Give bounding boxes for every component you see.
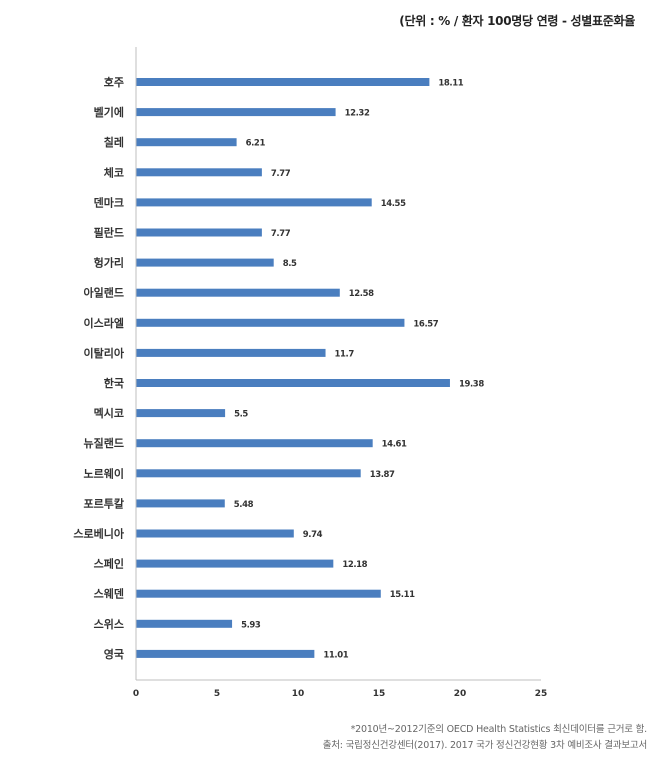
value-label: 14.55 [381, 199, 406, 209]
bar [136, 409, 226, 418]
category-label: 스웨덴 [94, 587, 124, 601]
category-label: 뉴질랜드 [84, 436, 124, 450]
bar [136, 439, 373, 448]
footnote-source: 출처: 국립정신건강센터(2017). 2017 국가 정신건강현황 3차 예비… [322, 740, 647, 751]
value-label: 12.58 [349, 289, 374, 299]
category-label: 아일랜드 [84, 286, 124, 300]
category-label: 스페인 [94, 557, 124, 571]
bar [136, 469, 361, 478]
category-label: 스로베니아 [73, 527, 124, 541]
bar [136, 258, 274, 267]
category-labels: 호주벨기에칠레체코덴마크필란드헝가리아일랜드이스라엘이탈리아한국멕시코뉴질랜드노… [73, 75, 124, 661]
bar [136, 559, 334, 568]
category-label: 스위스 [94, 618, 124, 631]
value-label: 13.87 [370, 470, 395, 480]
bar [136, 168, 262, 177]
category-label: 이탈리아 [84, 346, 125, 360]
value-label: 8.5 [283, 259, 297, 269]
bar [136, 649, 315, 658]
category-label: 노르웨이 [84, 466, 124, 480]
value-label: 5.93 [241, 620, 261, 630]
value-label: 12.32 [345, 109, 370, 119]
bar [136, 198, 372, 207]
value-label: 9.74 [303, 530, 323, 540]
bar [136, 529, 294, 538]
x-tick-label: 5 [214, 689, 220, 699]
bar [136, 228, 262, 237]
bar [136, 348, 326, 357]
category-label: 호주 [104, 75, 124, 89]
value-label: 16.57 [413, 319, 438, 329]
x-tick-label: 15 [373, 689, 386, 699]
x-tick-label: 20 [454, 689, 467, 699]
value-label: 5.48 [234, 500, 254, 510]
bar [136, 138, 237, 147]
category-label: 칠레 [104, 135, 124, 149]
value-label: 11.01 [323, 650, 348, 660]
value-label: 7.77 [271, 229, 291, 239]
unit-note: (단위 : % / 환자 100명당 연령 - 성별표준화율 [399, 14, 635, 28]
value-label: 5.5 [234, 410, 248, 420]
bar [136, 589, 381, 598]
x-tick-label: 25 [535, 689, 548, 699]
bar [136, 318, 405, 327]
category-label: 헝가리 [94, 256, 124, 270]
footnote-note: *2010년~2012기준의 OECD Health Statistics 최신… [350, 724, 648, 735]
footnotes: *2010년~2012기준의 OECD Health Statistics 최신… [323, 722, 647, 754]
category-label: 포르투칼 [84, 497, 124, 510]
category-label: 필란드 [94, 226, 124, 240]
category-label: 멕시코 [94, 406, 124, 420]
value-label: 7.77 [271, 169, 291, 179]
bar [136, 108, 336, 117]
category-label: 체코 [104, 165, 124, 179]
bar [136, 78, 430, 86]
bar [136, 288, 340, 297]
value-label: 6.21 [246, 139, 266, 149]
value-label: 15.11 [390, 590, 415, 600]
value-label: 19.38 [459, 380, 484, 390]
category-label: 이스라엘 [84, 316, 124, 330]
x-axis-ticks: 0 5 10 15 20 25 [133, 689, 547, 699]
value-label: 14.61 [382, 440, 407, 450]
category-label: 한국 [104, 376, 124, 390]
category-label: 덴마크 [94, 195, 124, 209]
bar [136, 619, 233, 628]
category-label: 벨기에 [94, 105, 124, 119]
category-label: 영국 [104, 648, 124, 661]
bar [136, 499, 225, 508]
x-tick-label: 10 [292, 689, 305, 699]
bars-group [136, 78, 450, 658]
value-label: 11.7 [335, 349, 355, 359]
value-label: 12.18 [342, 560, 367, 570]
bar [136, 379, 450, 387]
value-label: 18.11 [438, 79, 463, 89]
x-tick-label: 0 [133, 689, 139, 699]
value-labels: 18.11 12.32 6.21 7.77 14.55 7.77 8.5 12.58 16.57… [234, 79, 485, 661]
